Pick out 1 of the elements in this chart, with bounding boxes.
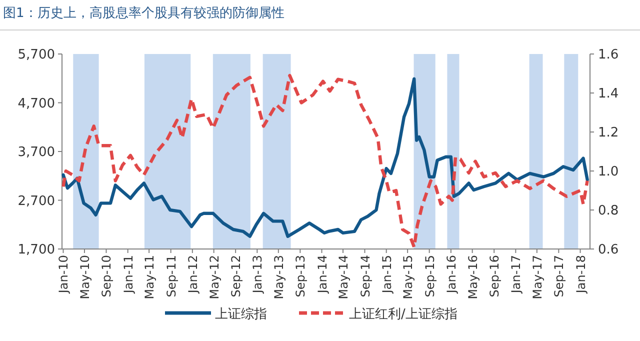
title: 图1：历史上，高股息率个股具有较强的防御属性 xyxy=(3,6,284,21)
